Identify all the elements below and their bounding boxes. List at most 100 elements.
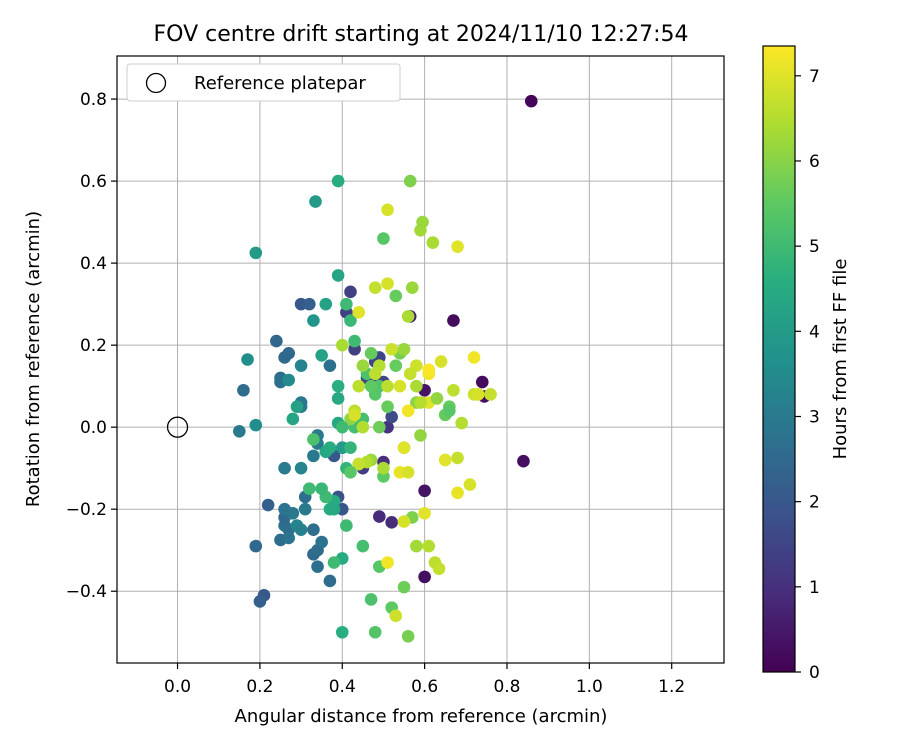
data-point	[385, 410, 398, 424]
data-point	[410, 539, 423, 553]
data-point	[348, 334, 361, 348]
data-point	[249, 246, 263, 260]
data-point	[368, 281, 382, 295]
data-point	[364, 347, 378, 360]
data-point	[278, 461, 291, 475]
data-point	[352, 379, 366, 393]
colorbar-tick-label: 6	[809, 152, 820, 172]
data-point	[430, 392, 444, 405]
data-point	[331, 174, 345, 188]
data-point	[282, 373, 296, 387]
colorbar-tick-label: 7	[809, 67, 820, 87]
data-point	[282, 531, 296, 545]
data-point	[335, 338, 349, 352]
data-point	[368, 625, 382, 639]
data-point	[389, 289, 403, 303]
data-point	[368, 367, 382, 381]
reference-platepar-marker	[166, 416, 189, 438]
data-point	[463, 478, 477, 491]
data-points	[233, 94, 538, 643]
grid-lines	[117, 56, 724, 663]
data-point	[389, 359, 403, 372]
data-point	[307, 449, 320, 463]
data-point	[393, 379, 407, 393]
data-point	[401, 310, 415, 323]
data-point	[416, 215, 429, 229]
data-point	[309, 195, 322, 208]
data-point	[377, 232, 390, 245]
data-point	[381, 400, 394, 413]
data-point	[270, 334, 283, 348]
data-point	[438, 453, 452, 467]
colorbar-tick-label: 2	[809, 493, 820, 513]
colorbar-label: Hours from first FF file	[830, 259, 851, 460]
data-point	[364, 379, 378, 393]
data-point	[253, 595, 267, 608]
x-tick-label: 1.0	[576, 677, 603, 697]
data-point	[237, 383, 250, 397]
data-point	[286, 507, 300, 520]
x-tick-label: 0.4	[329, 677, 356, 697]
colorbar-tick-label: 3	[809, 407, 820, 427]
data-point	[340, 297, 353, 311]
legend-reference-marker	[145, 72, 167, 94]
data-point	[344, 314, 357, 327]
data-point	[381, 379, 394, 393]
data-point	[327, 556, 341, 569]
data-point	[451, 486, 464, 500]
data-point	[311, 560, 324, 573]
data-point	[418, 507, 431, 520]
data-point	[443, 404, 456, 418]
data-point	[414, 396, 427, 409]
reference-marker-group	[166, 416, 189, 438]
data-point	[294, 523, 308, 537]
data-point	[331, 379, 345, 393]
data-point	[303, 297, 316, 311]
data-point	[414, 429, 427, 442]
data-point	[340, 519, 353, 532]
data-point	[298, 502, 312, 516]
data-point	[282, 347, 296, 360]
data-point	[356, 539, 370, 553]
y-tick-label: 0.6	[80, 172, 107, 192]
data-point	[315, 349, 328, 362]
x-tick-label: 0.0	[164, 677, 191, 697]
data-point	[422, 363, 436, 377]
data-point	[319, 297, 333, 311]
data-point	[323, 359, 337, 372]
colorbar	[762, 45, 796, 673]
y-tick-label: −0.4	[66, 582, 107, 602]
data-point	[331, 392, 345, 405]
data-point	[307, 314, 320, 327]
data-point	[356, 420, 370, 434]
data-point	[286, 412, 300, 426]
data-point	[401, 630, 415, 643]
data-point	[335, 420, 349, 434]
data-point	[403, 174, 417, 188]
y-tick-label: 0.8	[80, 90, 107, 110]
data-point	[233, 424, 246, 438]
data-point	[517, 454, 530, 468]
data-point	[397, 515, 411, 528]
legend-box	[126, 63, 401, 102]
data-point	[307, 433, 320, 446]
data-point	[385, 516, 398, 529]
data-point	[426, 236, 440, 249]
chart-title: FOV centre drift starting at 2024/11/10 …	[154, 22, 689, 47]
data-point	[467, 351, 481, 364]
data-point	[447, 314, 460, 327]
data-point	[381, 277, 394, 290]
y-tick-label: 0.2	[80, 336, 107, 356]
colorbar-tick-label: 5	[809, 237, 820, 257]
data-point	[356, 359, 370, 372]
data-point	[401, 404, 415, 418]
y-axis-label: Rotation from reference (arcmin)	[23, 211, 44, 507]
data-point	[418, 484, 431, 498]
data-point	[381, 556, 394, 569]
data-point	[397, 441, 411, 454]
data-point	[323, 574, 337, 588]
plot-frame	[116, 55, 725, 664]
data-point	[377, 461, 390, 475]
x-axis-label: Angular distance from reference (arcmin)	[235, 706, 608, 727]
